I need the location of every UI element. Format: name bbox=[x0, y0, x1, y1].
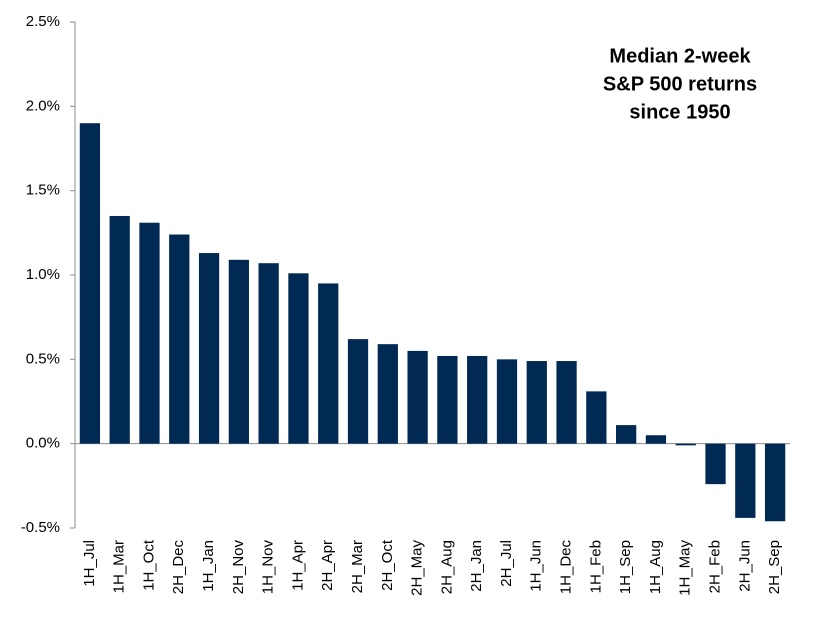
x-tick-label: 2H_Mar bbox=[349, 540, 366, 593]
x-tick-label: 1H_Sep bbox=[617, 540, 634, 594]
y-tick-label: -0.5% bbox=[21, 519, 60, 536]
bar bbox=[139, 222, 160, 444]
bar bbox=[496, 359, 518, 444]
x-tick-label: 2H_Jul bbox=[498, 540, 515, 587]
x-tick-label: 1H_Jul bbox=[81, 540, 98, 587]
bar bbox=[437, 355, 458, 444]
x-tick-label: 2H_Jun bbox=[736, 540, 753, 592]
bar bbox=[288, 273, 309, 444]
bar bbox=[169, 234, 190, 444]
bar bbox=[109, 215, 130, 444]
y-tick-label: 2.0% bbox=[26, 97, 60, 114]
y-tick-label: 1.5% bbox=[26, 182, 60, 199]
x-tick-label: 1H_Mar bbox=[111, 540, 128, 593]
x-tick-label: 1H_Apr bbox=[289, 540, 306, 591]
bar bbox=[764, 443, 786, 522]
x-tick-label: 2H_Aug bbox=[438, 540, 455, 594]
x-tick-label: 1H_Nov bbox=[260, 540, 277, 595]
x-tick-label: 2H_Dec bbox=[170, 540, 187, 595]
bar bbox=[645, 435, 667, 444]
bar bbox=[228, 259, 249, 444]
x-tick-label: 1H_Feb bbox=[587, 540, 604, 593]
x-tick-label: 2H_Oct bbox=[379, 539, 396, 591]
bar bbox=[198, 253, 220, 444]
bar bbox=[675, 443, 696, 446]
y-tick-label: 0.5% bbox=[26, 350, 60, 367]
bar bbox=[79, 123, 101, 444]
bar bbox=[258, 263, 279, 444]
x-tick-label: 2H_Apr bbox=[319, 540, 336, 591]
x-tick-label: 1H_Aug bbox=[647, 540, 664, 594]
x-tick-label: 1H_Jan bbox=[200, 540, 217, 592]
bar bbox=[318, 283, 339, 444]
bar bbox=[407, 350, 428, 444]
bar bbox=[616, 425, 637, 444]
bar bbox=[377, 344, 398, 444]
chart-title: since 1950 bbox=[629, 101, 730, 123]
chart-title: S&P 500 returns bbox=[603, 73, 757, 95]
x-tick-label: 1H_Oct bbox=[140, 539, 157, 591]
x-tick-label: 2H_Nov bbox=[230, 540, 247, 595]
y-tick-label: 1.0% bbox=[26, 266, 60, 283]
x-tick-label: 2H_Jan bbox=[468, 540, 485, 592]
bar bbox=[347, 339, 369, 444]
x-tick-label: 1H_May bbox=[677, 540, 694, 596]
bar bbox=[735, 443, 756, 518]
bar bbox=[586, 391, 607, 444]
x-tick-label: 1H_Jun bbox=[528, 540, 545, 592]
x-tick-label: 2H_Feb bbox=[706, 540, 723, 593]
x-tick-label: 1H_Dec bbox=[558, 540, 575, 595]
y-tick-label: 0.0% bbox=[26, 435, 60, 452]
x-tick-label: 2H_Sep bbox=[766, 540, 783, 594]
y-tick-label: 2.5% bbox=[26, 13, 60, 30]
x-tick-label: 2H_May bbox=[409, 540, 426, 596]
bar bbox=[467, 355, 488, 444]
bar bbox=[705, 443, 726, 485]
chart-title: Median 2-week bbox=[609, 45, 751, 67]
bar bbox=[526, 361, 547, 444]
bar bbox=[556, 361, 577, 444]
